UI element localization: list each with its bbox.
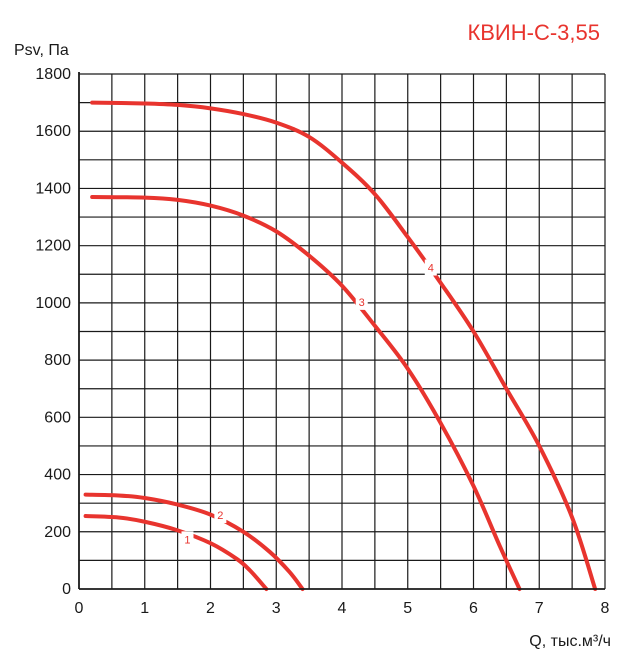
x-tick-label: 2 <box>206 600 215 617</box>
series-label-3: 3 <box>359 297 365 309</box>
y-tick-label: 1600 <box>35 123 71 140</box>
x-tick-label: 7 <box>535 600 544 617</box>
y-tick-label: 200 <box>44 524 71 541</box>
y-tick-label: 1400 <box>35 180 71 197</box>
x-tick-label: 0 <box>75 600 84 617</box>
series-label-bg <box>214 507 227 524</box>
x-tick-label: 4 <box>338 600 347 617</box>
x-tick-label: 1 <box>140 600 149 617</box>
series-label-bg <box>424 259 437 276</box>
x-axis-label: Q, тыс.м³/ч <box>529 633 611 650</box>
y-tick-label: 600 <box>44 409 71 426</box>
series-label-bg <box>181 531 194 548</box>
y-tick-label: 1200 <box>35 238 71 255</box>
x-tick-label: 5 <box>403 600 412 617</box>
series-line-1 <box>83 514 269 591</box>
series-line-4 <box>90 100 598 591</box>
chart-axes: 0 200 400 600 800 1000 1200 1400 1600 1800 0 1 2 3 4 5 6… <box>35 66 609 617</box>
series-line-3 <box>90 195 522 591</box>
x-tick-label: 3 <box>272 600 281 617</box>
chart-grid <box>79 73 606 589</box>
y-tick-label: 800 <box>44 352 71 369</box>
y-tick-label: 0 <box>62 581 71 598</box>
series-label-1: 1 <box>184 534 190 546</box>
series-line-2 <box>83 492 305 591</box>
y-tick-label: 1000 <box>35 295 71 312</box>
y-axis-label: Psv, Па <box>14 42 69 59</box>
series-label-2: 2 <box>217 510 223 522</box>
chart-title: КВИН-С-3,55 <box>467 20 600 45</box>
x-tick-label: 8 <box>601 600 610 617</box>
series-label-bg <box>355 293 368 310</box>
y-tick-label: 400 <box>44 467 71 484</box>
chart-series: 1 2 3 4 <box>83 100 598 591</box>
series-label-4: 4 <box>428 263 434 275</box>
y-tick-label: 1800 <box>35 66 71 83</box>
x-tick-label: 6 <box>469 600 478 617</box>
